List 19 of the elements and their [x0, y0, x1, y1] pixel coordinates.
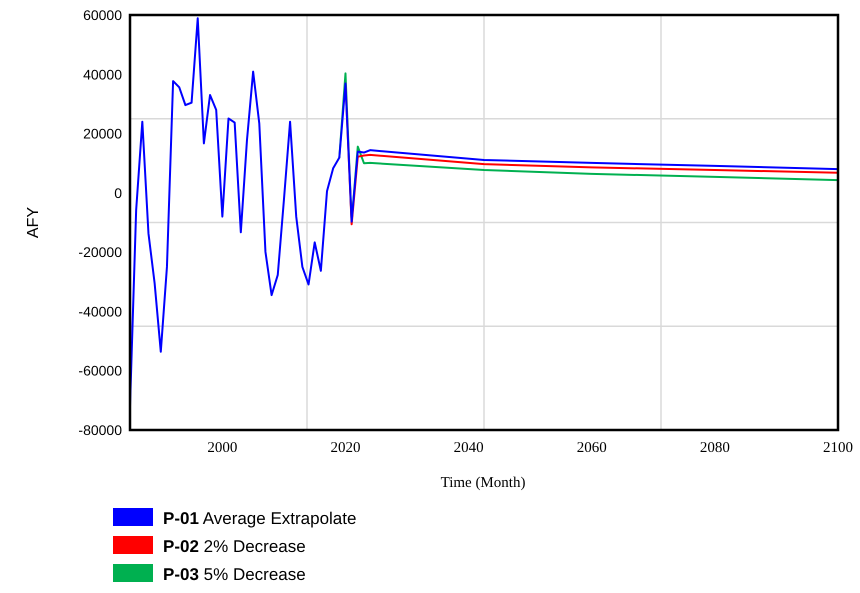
y-tick-label: -20000	[78, 244, 122, 260]
y-tick-label: 40000	[83, 66, 122, 82]
y-tick-label: -80000	[78, 422, 122, 438]
y-tick-label: -60000	[78, 362, 122, 379]
y-tick-label: 20000	[83, 126, 122, 142]
y-axis-title: AFY	[25, 206, 42, 238]
x-tick-label: 2020	[330, 440, 360, 456]
y-tick-label: 60000	[83, 7, 122, 23]
legend-label: P-02 2% Decrease	[163, 537, 306, 556]
x-tick-label: 2080	[700, 440, 730, 456]
x-tick-label: 2060	[576, 440, 607, 456]
x-tick-label: 2000	[207, 440, 238, 456]
legend-label: P-01 Average Extrapolate	[163, 509, 356, 528]
legend-label: P-03 5% Decrease	[163, 565, 306, 584]
y-tick-label: -40000	[78, 303, 122, 320]
x-tick-label: 2040	[454, 440, 484, 456]
y-tick-label: 0	[114, 184, 122, 201]
x-tick-label: 2100	[823, 440, 853, 456]
x-axis-title: Time (Month)	[440, 475, 526, 491]
